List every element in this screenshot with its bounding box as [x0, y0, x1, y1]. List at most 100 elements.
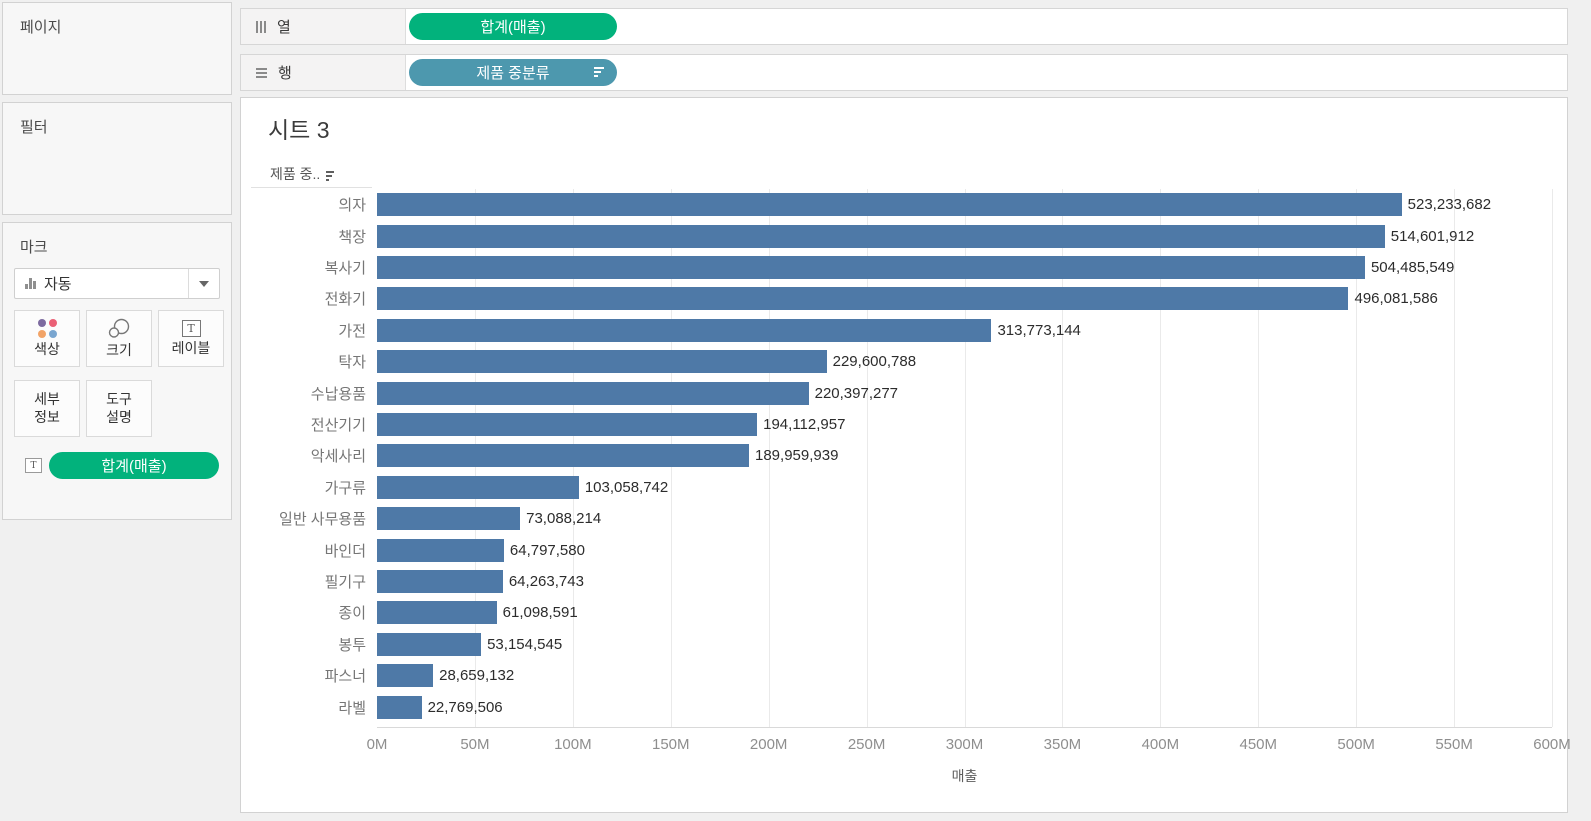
bar-row: 313,773,144 [377, 315, 1552, 346]
bar[interactable] [377, 632, 482, 656]
category-label[interactable]: 전화기 [324, 291, 366, 309]
bar[interactable] [377, 444, 749, 468]
category-label[interactable]: 악세사리 [310, 448, 366, 466]
marks-measure-pill[interactable]: 합계(매출) [49, 452, 219, 479]
category-label[interactable]: 봉투 [338, 636, 366, 654]
bar[interactable] [377, 538, 504, 562]
category-label[interactable]: 종이 [338, 605, 366, 623]
bar-row: 189,959,939 [377, 440, 1552, 471]
gridline [1552, 189, 1553, 727]
category-label[interactable]: 가구류 [324, 479, 366, 497]
rows-shelf-label: 행 [278, 65, 292, 82]
category-label[interactable]: 탁자 [338, 354, 366, 372]
bar[interactable] [377, 475, 579, 499]
category-label[interactable]: 책장 [338, 228, 366, 246]
rows-shelf[interactable]: 행 제품 중분류 [240, 54, 1568, 91]
x-axis-tick: 550M [1435, 736, 1473, 753]
bar[interactable] [377, 381, 809, 405]
bar-value-label: 313,773,144 [997, 321, 1081, 339]
bar-value-label: 514,601,912 [1390, 227, 1475, 245]
bar[interactable] [377, 287, 1349, 311]
header-divider [251, 187, 372, 188]
columns-measure-pill[interactable]: 합계(매출) [409, 13, 617, 40]
detail-button[interactable]: 세부 정보 [14, 380, 80, 437]
category-label[interactable]: 복사기 [324, 260, 366, 278]
bar-row: 22,769,506 [377, 692, 1552, 723]
bar-value-label: 61,098,591 [502, 604, 578, 622]
category-label[interactable]: 수납용품 [310, 385, 366, 403]
pages-shelf[interactable]: 페이지 [2, 2, 232, 95]
bar-row: 514,601,912 [377, 220, 1552, 251]
bar-row: 496,081,586 [377, 283, 1552, 314]
row-field-header[interactable]: 제품 중.. [270, 164, 335, 184]
x-axis-tick: 100M [554, 736, 592, 753]
x-axis-ticks[interactable]: 0M 50M 100M 150M 200M 250M 300M 350M 400M 450M 500… [367, 736, 1571, 754]
bar[interactable] [377, 193, 1402, 217]
rows-shelf-header: 행 [241, 55, 406, 90]
bar[interactable] [377, 695, 422, 719]
bar[interactable] [377, 224, 1385, 248]
gridline [1454, 189, 1456, 727]
bar-chart-icon [25, 278, 36, 289]
bar-value-label: 73,088,214 [526, 510, 602, 528]
sort-descending-icon [594, 67, 604, 77]
bar[interactable] [377, 570, 503, 594]
marks-encoding-row: T 합계(매출) [3, 451, 231, 481]
category-label[interactable]: 라벨 [338, 699, 366, 717]
gridline [1062, 189, 1064, 727]
sheet-title[interactable]: 시트 3 [268, 117, 330, 143]
category-label[interactable]: 파스너 [324, 668, 366, 686]
rows-dimension-pill[interactable]: 제품 중분류 [409, 59, 617, 86]
color-icon [37, 318, 57, 338]
size-button-label: 크기 [106, 341, 132, 358]
bar-value-label: 194,112,957 [763, 416, 846, 434]
mark-type-dropdown[interactable]: 자동 [14, 268, 220, 299]
category-label[interactable]: 필기구 [324, 574, 366, 592]
filters-shelf[interactable]: 필터 [2, 102, 232, 215]
bar[interactable] [377, 256, 1365, 280]
category-label[interactable]: 바인더 [324, 542, 366, 560]
bar-value-label: 53,154,545 [487, 635, 563, 653]
detail-button-label-line1: 세부 [34, 391, 60, 407]
bar[interactable] [377, 318, 992, 342]
bar-row: 28,659,132 [377, 660, 1552, 691]
pages-shelf-title: 페이지 [20, 19, 62, 36]
bar-value-label: 220,397,277 [814, 384, 899, 402]
filters-shelf-title: 필터 [20, 119, 48, 136]
x-axis-title[interactable]: 매출 [951, 768, 978, 784]
gridline [1258, 189, 1260, 727]
x-axis-tick: 50M [460, 736, 490, 753]
category-label[interactable]: 의자 [338, 197, 366, 215]
bar[interactable] [377, 350, 827, 374]
x-axis-tick: 500M [1337, 736, 1375, 753]
columns-shelf[interactable]: 열 합계(매출) [240, 8, 1568, 45]
gridline [1160, 189, 1162, 727]
x-axis-tick: 450M [1239, 736, 1278, 753]
x-axis-tick: 200M [749, 736, 788, 753]
category-label[interactable]: 가전 [338, 322, 366, 340]
bar[interactable] [377, 507, 521, 531]
marks-card-title: 마크 [20, 239, 48, 256]
plot-area: 523,233,682 514,601,912 504,485,549 496,081… [377, 189, 1553, 728]
label-button-label: 레이블 [171, 339, 211, 356]
header-sort-descending-icon [326, 170, 335, 181]
label-button[interactable]: T 레이블 [158, 310, 224, 367]
columns-pill-area: 합계(매출) [406, 9, 1567, 44]
rows-icon [256, 67, 267, 78]
color-button[interactable]: 색상 [14, 310, 80, 367]
bar[interactable] [377, 664, 434, 688]
mark-type-value: 자동 [44, 276, 72, 293]
text-encoding-icon: T [25, 458, 42, 473]
mark-type-caret-button[interactable] [188, 269, 219, 298]
marks-measure-pill-label: 합계(매출) [101, 458, 167, 475]
size-button[interactable]: 크기 [86, 310, 152, 367]
tooltip-button[interactable]: 도구 설명 [86, 380, 152, 437]
bar[interactable] [377, 413, 758, 437]
bar[interactable] [377, 601, 497, 625]
gridline [1356, 189, 1358, 727]
category-label[interactable]: 일반 사무용품 [279, 511, 366, 529]
category-label[interactable]: 전산기기 [310, 417, 366, 435]
color-button-label: 색상 [34, 340, 60, 357]
chevron-down-icon [199, 280, 209, 287]
bar-rows: 523,233,682 514,601,912 504,485,549 496,081… [377, 189, 1552, 723]
